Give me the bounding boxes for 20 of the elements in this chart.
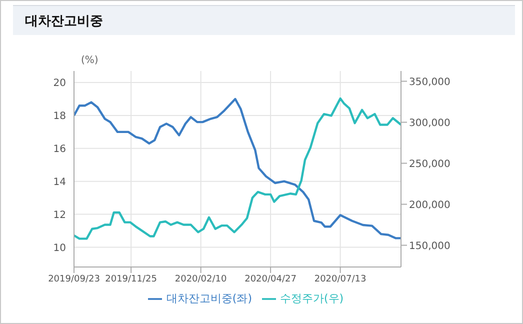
x-tick-label: 2019/11/25: [105, 274, 158, 284]
y-tick-label: 12: [53, 210, 66, 221]
x-tick-label: 2020/07/13: [314, 274, 366, 284]
x-tick-label: 2020/04/27: [244, 274, 296, 284]
y-axis-title: (%): [81, 55, 98, 66]
y2-tick-label: 300,000: [409, 118, 450, 129]
y2-tick-label: 350,000: [409, 76, 450, 88]
y2-tick-label: 200,000: [409, 200, 450, 211]
y-tick-label: 10: [53, 242, 66, 254]
legend-label: 수정주가(우): [280, 292, 344, 305]
x-tick-label: 2019/09/23: [48, 274, 100, 284]
y-tick-label: 16: [53, 144, 66, 155]
chart-title: 대차잔고비중: [25, 13, 103, 30]
y-tick-label: 18: [53, 111, 66, 122]
y2-tick-label: 250,000: [409, 158, 450, 170]
y-tick-label: 20: [53, 78, 66, 90]
y2-tick-label: 150,000: [409, 240, 450, 252]
legend-label: 대차잔고비중(좌): [166, 292, 252, 305]
y-tick-label: 14: [53, 176, 66, 188]
x-tick-label: 2020/02/10: [174, 274, 228, 284]
